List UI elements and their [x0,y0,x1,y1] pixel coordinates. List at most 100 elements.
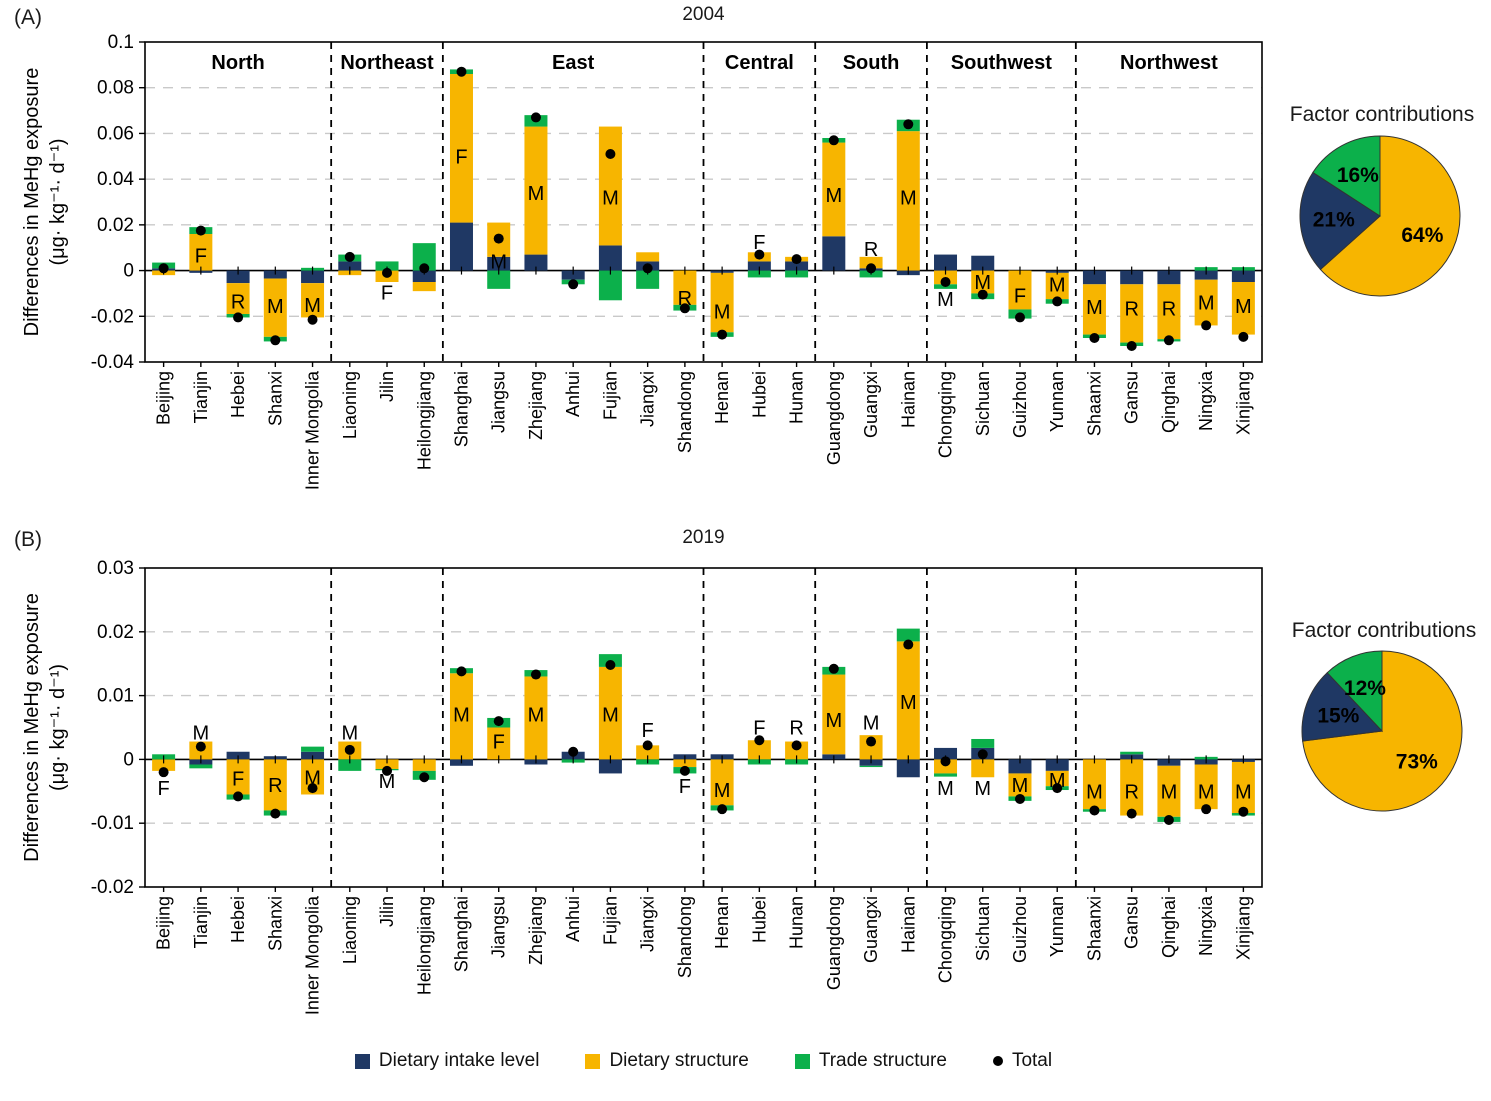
total-dot [1238,806,1249,817]
bar-segment [710,272,734,333]
bar-segment [561,270,585,280]
bar-letter: M [1235,296,1252,318]
total-dot [233,312,244,323]
x-category-label: Xinjiang [1233,371,1253,435]
x-category-label: Shanxi [265,896,285,951]
bar-letter: F [753,718,765,740]
x-category-label: Liaoning [340,896,360,964]
x-category-label: Shandong [675,896,695,978]
bar-letter: M [1086,297,1103,319]
bar-segment [1194,279,1218,326]
legend-item-dietary-intake: Dietary intake level [354,1050,539,1072]
bar-letter: M [1161,781,1178,803]
y-tick-label: 0 [123,261,134,282]
bar-letter: M [714,302,731,324]
bar-segment [1194,270,1218,280]
dietary-intake-swatch-icon [354,1053,370,1069]
total-dot [717,804,728,815]
region-label: Southwest [951,52,1052,74]
total-dot [568,746,579,757]
total-dot [866,736,877,747]
total-dot [679,303,690,314]
total-dot [940,756,951,767]
total-dot [791,254,802,265]
bar-segment [301,283,325,318]
x-category-label: Chongqing [936,896,956,983]
trade-structure-swatch-icon [794,1053,810,1069]
bar-segment [338,261,362,271]
bar-letter: M [453,705,470,727]
region-label: South [843,52,900,74]
bar-letter: M [1012,775,1029,797]
bar-segment [412,270,436,282]
pie-slice [1301,671,1384,742]
bar-segment [449,74,473,223]
bar-segment [189,234,213,271]
bar-segment [598,245,622,271]
bar-segment [896,131,920,271]
bar-segment [1082,759,1106,810]
x-category-label: Anhui [563,371,583,417]
total-dot [1014,793,1025,804]
bar-letter: M [1198,781,1215,803]
panel-a-label: (A) [14,6,42,29]
pie-b-title: Factor contributions [1291,619,1477,642]
total-dot [1089,805,1100,816]
y-tick-label: 0.04 [97,169,134,190]
y-tick-label: -0.01 [91,813,134,834]
x-category-label: Hebei [228,896,248,943]
bar-segment [301,759,325,795]
x-category-label: Heilongjiang [414,371,434,470]
total-dot [1089,333,1100,343]
x-category-label: Yunnan [1047,371,1067,432]
total-dot [1126,341,1137,351]
bar-letter: M [528,183,545,205]
bar-segment [1231,270,1255,282]
bar-segment [1120,270,1144,285]
pie-percentage-label: 73% [1396,751,1438,774]
y-axis-units: (μg· kg⁻¹· d⁻¹) [47,664,69,791]
bar-segment [1008,759,1032,774]
bar-segment [934,773,958,777]
bar-letter: M [1235,781,1252,803]
total-dot [642,263,653,274]
bar-segment [896,628,920,642]
y-tick-label: 0.01 [97,686,134,707]
x-category-label: Hubei [749,896,769,943]
bar-segment [747,740,771,760]
total-dot [605,149,616,159]
legend-item-trade-structure: Trade structure [794,1050,947,1072]
x-category-label: Sichuan [973,371,993,436]
total-dot [1014,312,1025,323]
bar-segment [1157,284,1181,340]
bar-segment [487,270,511,289]
pie-slice [1312,135,1381,217]
bar-letter: R [789,718,803,740]
bar-letter: F [493,732,505,754]
bar-letter: R [678,288,692,310]
bar-letter: R [1124,298,1138,320]
chart-legend: Dietary intake level Dietary structure T… [145,1050,1262,1072]
total-dot [307,314,318,325]
x-category-label: Anhui [563,896,583,942]
x-category-label: Hunan [787,371,807,424]
bar-letter: M [937,289,954,311]
bar-segment [971,270,995,294]
plot-frame [144,567,1263,888]
x-category-label: Jilin [377,896,397,927]
bar-letter: M [267,296,284,318]
total-dot [382,267,393,278]
total-dot [493,716,504,727]
bar-segment [449,673,473,760]
total-dot [940,277,951,287]
x-category-label: Guizhou [1010,896,1030,963]
x-category-label: Shanghai [451,371,471,447]
pie-slice [1299,171,1381,271]
x-category-label: Guangdong [824,371,844,465]
bar-segment [785,741,809,760]
x-category-label: Beijing [154,896,174,950]
bar-letter: M [379,771,396,793]
x-category-label: Henan [712,371,732,424]
bar-segment [338,759,362,771]
y-tick-label: -0.02 [91,306,134,327]
